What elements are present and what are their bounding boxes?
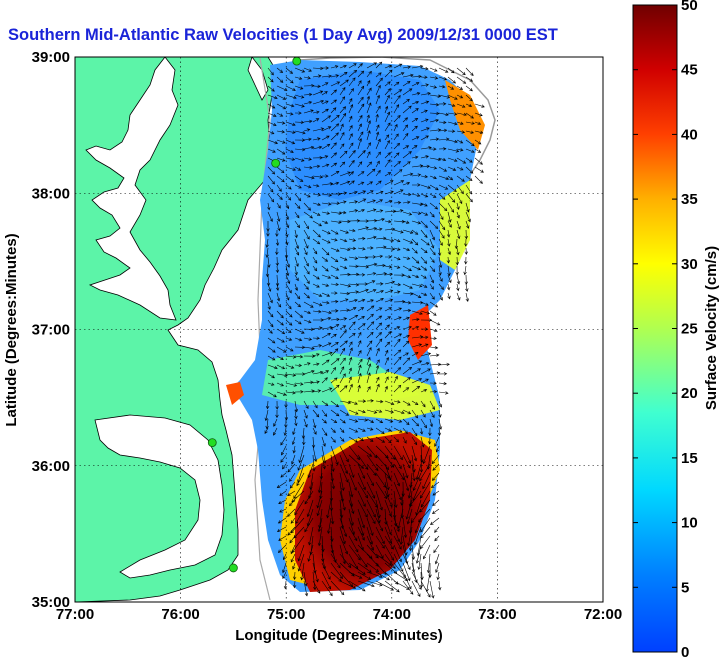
x-tick-label: 74:00 <box>373 606 411 623</box>
map-title: Southern Mid-Atlantic Raw Velocities (1 … <box>8 26 558 44</box>
y-tick-label: 36:00 <box>32 458 70 475</box>
colorbar-tick-label: 0 <box>681 644 689 659</box>
x-tick-label: 75:00 <box>267 606 305 623</box>
y-tick-label: 35:00 <box>32 594 70 611</box>
x-tick-label: 77:00 <box>56 606 94 623</box>
x-tick-label: 76:00 <box>161 606 199 623</box>
chesapeake-bay <box>85 57 179 321</box>
colorbar-tick-label: 10 <box>681 515 698 532</box>
hf-radar-station <box>271 158 281 168</box>
colorbar-tick-label: 40 <box>681 126 698 143</box>
map-gridlines <box>75 57 603 602</box>
colorbar-tick-label: 50 <box>681 0 698 14</box>
colorbar <box>632 4 678 653</box>
colorbar-tick-label: 45 <box>681 62 698 79</box>
colorbar-tick-label: 30 <box>681 256 698 273</box>
x-tick-label: 73:00 <box>478 606 516 623</box>
y-tick-label: 38:00 <box>32 185 70 202</box>
colorbar-tick-label: 35 <box>681 191 698 208</box>
pamlico-sound <box>94 414 225 579</box>
colorbar-tick-label: 5 <box>681 579 689 596</box>
plot-frame <box>74 56 604 603</box>
hf-radar-station <box>228 563 238 573</box>
x-tick-label: 72:00 <box>584 606 622 623</box>
y-axis-label: Latitude (Degrees:Minutes) <box>3 233 20 426</box>
colorbar-tick-label: 15 <box>681 450 698 467</box>
y-tick-label: 39:00 <box>32 49 70 66</box>
y-tick-label: 37:00 <box>32 322 70 339</box>
colorbar-label: Surface Velocity (cm/s) <box>703 246 720 410</box>
hf-radar-station <box>292 57 302 66</box>
hf-radar-station <box>207 438 217 447</box>
x-axis-label: Longitude (Degrees:Minutes) <box>235 627 443 644</box>
colorbar-tick-label: 25 <box>681 321 698 338</box>
colorbar-tick-label: 20 <box>681 385 698 402</box>
